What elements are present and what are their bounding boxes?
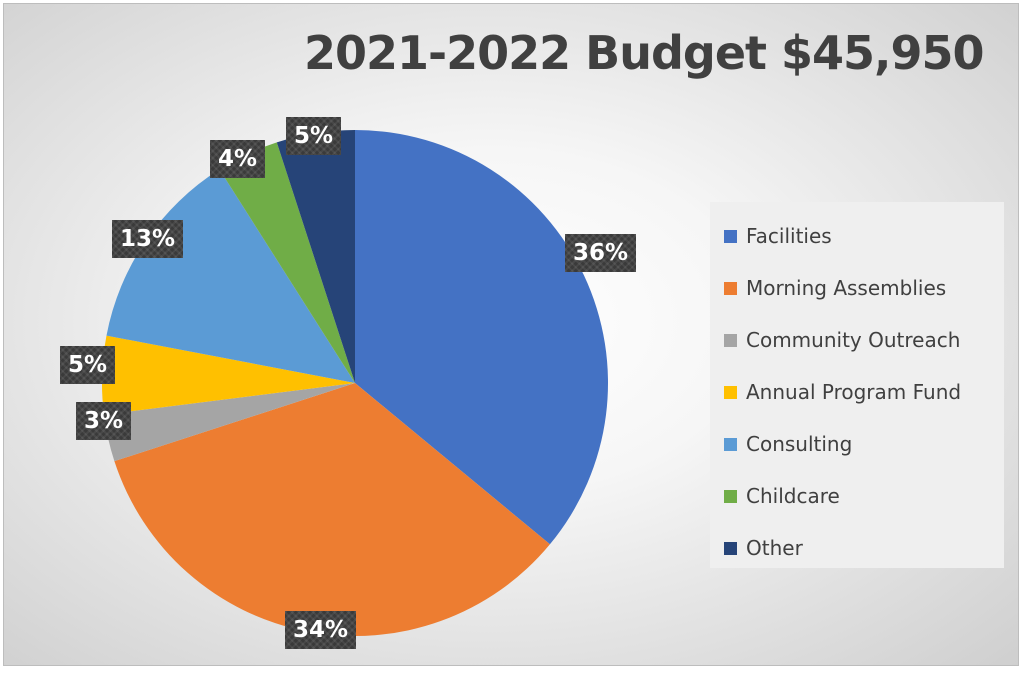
data-label-other: 5%: [286, 117, 341, 155]
legend-swatch: [724, 541, 737, 555]
legend-label: Community Outreach: [746, 328, 961, 352]
data-label-consulting: 13%: [112, 220, 183, 258]
legend-item-childcare: Childcare: [724, 470, 1004, 522]
legend-item-annual-program-fund: Annual Program Fund: [724, 366, 1004, 418]
legend-swatch: [724, 385, 737, 399]
pie-slice-consulting: [106, 169, 355, 383]
legend-item-facilities: Facilities: [724, 210, 1004, 262]
pie-slice-annual-program-fund: [101, 335, 356, 415]
pie-slice-morning-assemblies: [114, 383, 550, 637]
legend-label: Consulting: [746, 432, 853, 456]
legend-item-community-outreach: Community Outreach: [724, 314, 1004, 366]
legend-swatch: [724, 437, 737, 451]
legend-label: Annual Program Fund: [746, 380, 962, 404]
legend-item-consulting: Consulting: [724, 418, 1004, 470]
pie-slice-community-outreach: [103, 383, 356, 462]
legend-swatch: [724, 333, 737, 347]
data-label-morning-assemblies: 34%: [285, 611, 356, 649]
legend-swatch: [724, 489, 737, 503]
legend-label: Facilities: [746, 224, 832, 248]
legend-swatch: [724, 229, 737, 243]
data-label-annual-program-fund: 5%: [60, 346, 115, 384]
legend-item-morning-assemblies: Morning Assemblies: [724, 262, 1004, 314]
legend-swatch: [724, 281, 737, 295]
legend-label: Childcare: [746, 484, 840, 508]
data-label-childcare: 4%: [210, 140, 265, 178]
legend: Facilities Morning Assemblies Community Ou…: [710, 202, 1004, 568]
chart-area: 2021-2022 Budget $45,950 36% 34% 3% 5% 13% 4%…: [3, 3, 1019, 666]
data-label-community-outreach: 3%: [76, 402, 131, 440]
chart-title: 2021-2022 Budget $45,950: [304, 26, 985, 80]
data-label-facilities: 36%: [565, 234, 636, 272]
pie-chart: [101, 130, 609, 637]
legend-label: Morning Assemblies: [746, 276, 947, 300]
pie-slice-facilities: [355, 130, 609, 545]
pie-slice-other: [276, 130, 355, 383]
pie-slice-childcare: [219, 142, 355, 383]
legend-label: Other: [746, 536, 803, 560]
legend-item-other: Other: [724, 522, 1004, 574]
